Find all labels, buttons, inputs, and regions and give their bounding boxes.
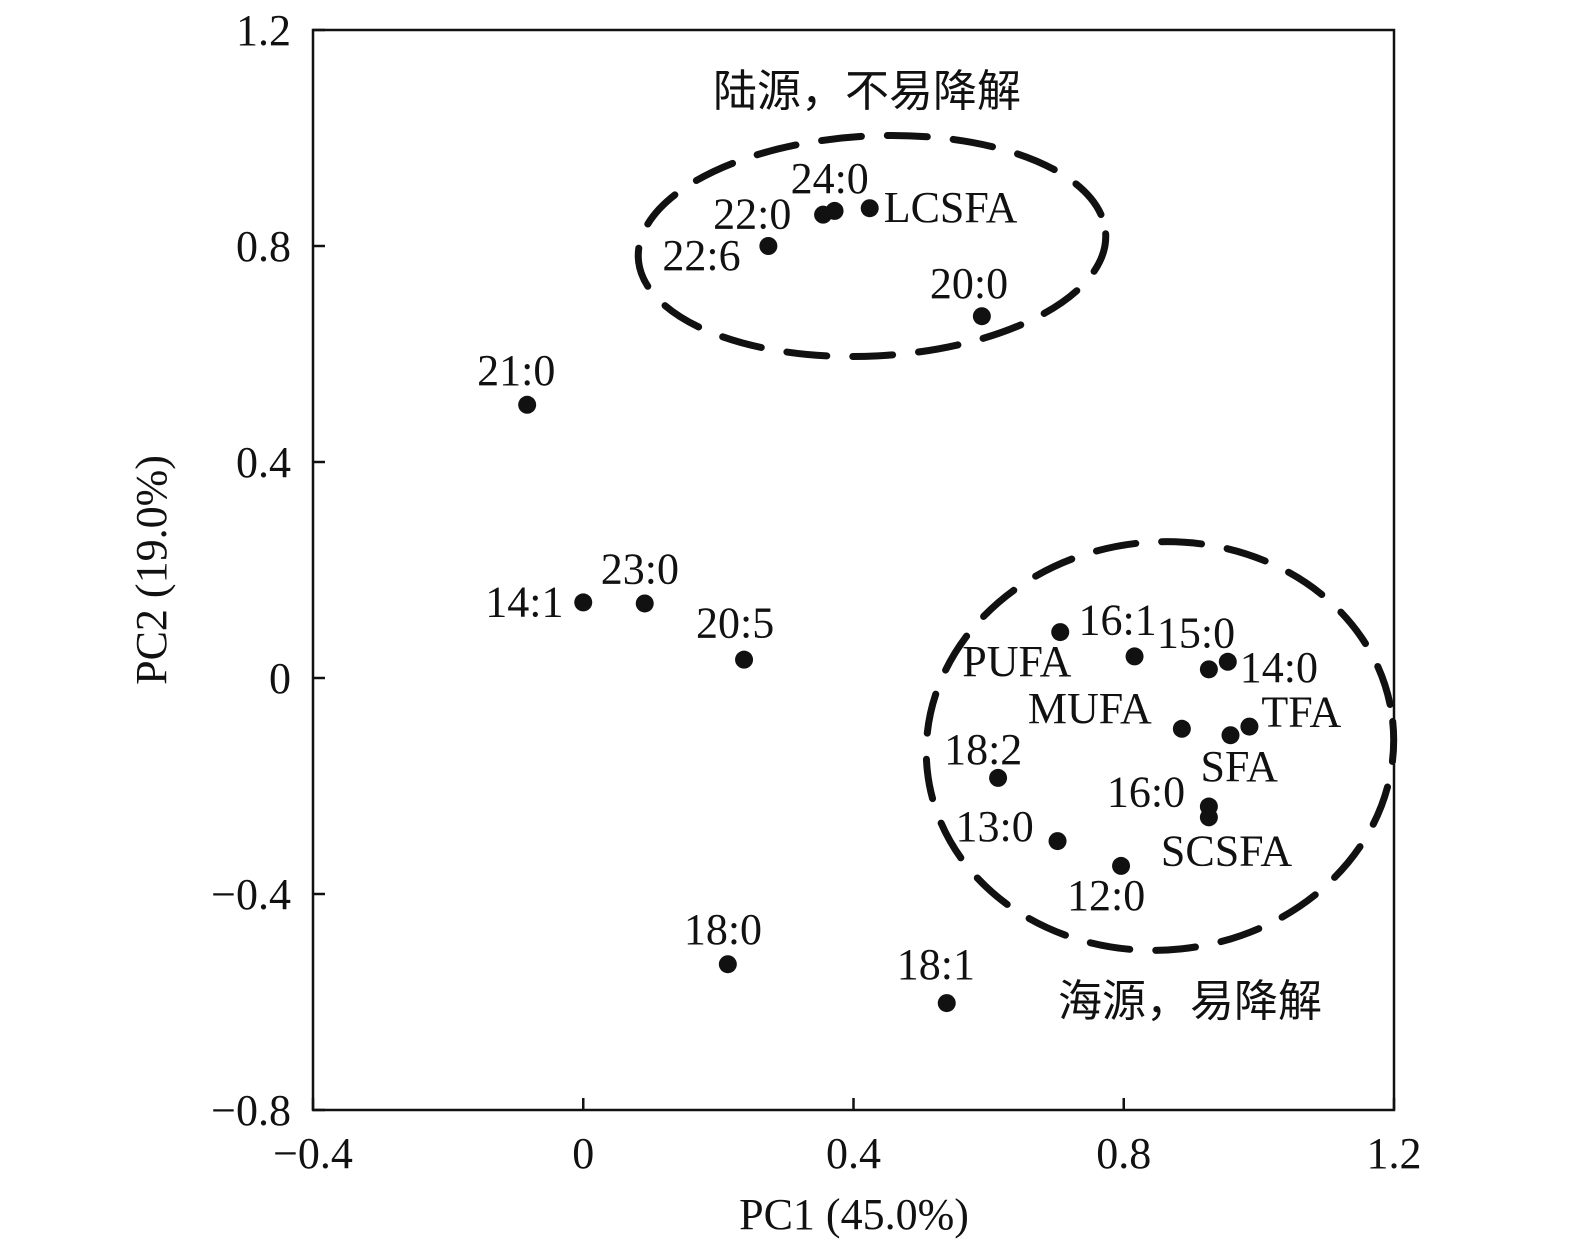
point-label: TFA [1261,688,1341,737]
point-label: 18:0 [684,905,762,954]
point-label: 16:0 [1107,768,1185,817]
point-label: 18:2 [944,725,1022,774]
point-label: 13:0 [956,802,1034,851]
point-label: 23:0 [601,544,679,593]
y-tick-label: −0.4 [211,870,291,919]
y-tick-label: 1.2 [236,6,291,55]
point-label: 20:0 [930,259,1008,308]
point-label: SFA [1200,742,1278,791]
x-axis-ticks: −0.4 0 0.4 0.8 1.2 [273,1098,1422,1178]
data-point [735,650,754,669]
data-point [1051,623,1070,642]
point-label: 20:5 [696,599,774,648]
x-tick-label: 0.4 [826,1129,881,1178]
terrestrial-group-ellipse [634,131,1110,361]
point-label: 24:0 [791,154,869,203]
point-label: 12:0 [1067,871,1145,920]
data-points [518,199,1259,1013]
data-point [814,205,833,224]
data-point [1172,719,1191,738]
point-label: 22:0 [713,190,791,239]
data-point [1112,856,1131,875]
point-labels: 24:022:0 LCSFA 22:6 20:0 21:0 14:1 23:0 20:5 PUF… [477,154,1341,989]
x-axis-title: PC1 (45.0%) [739,1190,969,1239]
data-point [1221,726,1240,745]
point-label: 22:6 [662,231,740,280]
y-axis-title: PC2 (19.0%) [127,455,176,685]
x-tick-label: 1.2 [1367,1129,1422,1178]
data-point [937,994,956,1013]
data-point [1048,832,1067,851]
data-point [1218,652,1237,671]
group-ellipses [634,131,1398,954]
data-point [972,307,991,326]
point-label: 15:0 [1157,608,1235,657]
point-label: 14:0 [1240,643,1318,692]
point-label: 16:1 [1079,595,1157,644]
y-tick-label: 0 [269,654,291,703]
x-tick-label: −0.4 [273,1129,353,1178]
data-point [518,395,537,414]
marine-group-ellipse [922,538,1398,954]
marine-group-label: 海源，易降解 [1058,976,1322,1027]
y-tick-label: 0.4 [236,438,291,487]
point-label: MUFA [1028,684,1152,733]
data-point [1125,647,1144,666]
point-label: LCSFA [884,183,1018,232]
point-label: 18:1 [897,940,975,989]
point-label: SCSFA [1161,826,1292,875]
data-point [718,955,737,974]
data-point [1199,808,1218,827]
data-point [1240,717,1259,736]
data-point [759,237,778,255]
data-point [989,768,1008,787]
y-axis-ticks: −0.8 −0.4 0 0.4 0.8 1.2 [211,6,325,1135]
y-tick-label: −0.8 [211,1086,291,1135]
data-point [635,594,654,613]
point-label: 14:1 [485,577,563,626]
point-label: PUFA [962,637,1071,686]
data-point [860,199,879,218]
data-point [1199,660,1218,679]
data-point [574,593,593,612]
point-label: 21:0 [477,346,555,395]
x-tick-label: 0.8 [1096,1129,1151,1178]
terrestrial-group-label: 陆源，不易降解 [713,66,1021,117]
y-tick-label: 0.8 [236,222,291,271]
x-tick-label: 0 [572,1129,594,1178]
